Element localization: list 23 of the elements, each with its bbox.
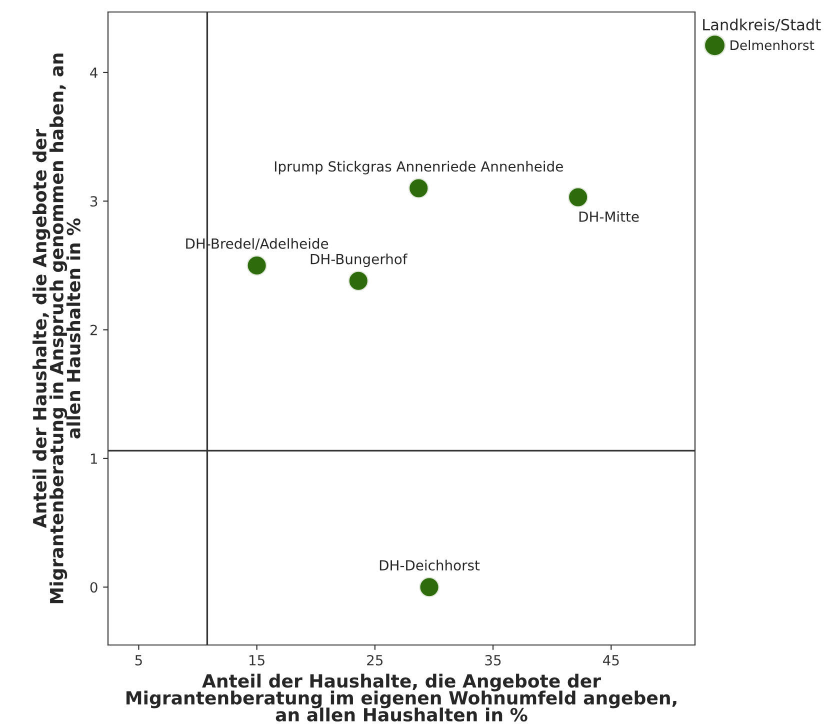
x-tick-label: 45 — [602, 655, 619, 666]
x-tick-label: 15 — [250, 655, 264, 666]
point — [348, 270, 369, 292]
y-axis-title: Anteil der Haushalte, die Angebote der Migrantenberatung in Anspruch genommen haben, an allen Haushalten in % — [32, 54, 80, 604]
annotation: Iprump Stickgras Annenriede Annenheide — [274, 160, 563, 174]
point — [246, 255, 267, 276]
y-tick-label: 1 — [90, 454, 97, 464]
y-tick-label: 4 — [90, 68, 98, 78]
legend-label: Delmenhorst — [730, 40, 814, 50]
y-tick-label: 2 — [90, 324, 97, 336]
point — [568, 187, 588, 208]
y-tick-label: 0 — [90, 582, 98, 593]
annotation: DH-Deichhorst — [380, 560, 480, 571]
legend-title: Landkreis/Stadt — [703, 18, 821, 32]
annotation: DH-Mitte — [579, 211, 639, 222]
x-tick-label: 25 — [367, 654, 383, 666]
y-tick-label: 3 — [90, 196, 98, 207]
x-tick-label: 35 — [485, 654, 501, 666]
point — [419, 576, 440, 598]
x-tick-label: 5 — [135, 655, 142, 666]
x-axis-title: Anteil der Haushalte, die Angebote der Migrantenberatung im eigenen Wohnumfeld angeben, an allen Haushalten in % — [126, 674, 676, 722]
point — [408, 178, 429, 198]
annotation: DH-Bungerhof — [310, 254, 408, 268]
